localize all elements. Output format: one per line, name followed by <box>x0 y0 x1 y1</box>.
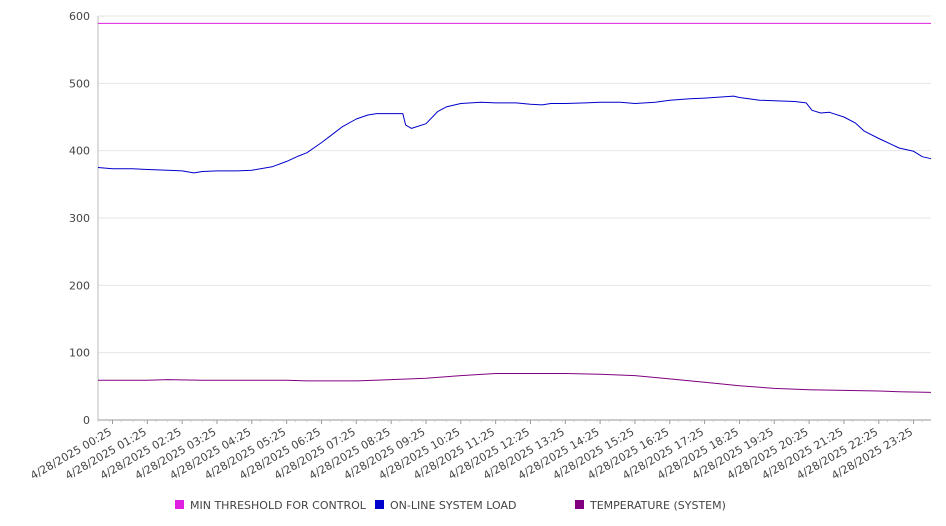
legend-label-min-threshold: MIN THRESHOLD FOR CONTROL <box>190 499 367 512</box>
legend-swatch-min-threshold <box>175 500 184 509</box>
legend-item-min-threshold[interactable]: MIN THRESHOLD FOR CONTROL <box>175 499 367 512</box>
y-tick-label: 0 <box>83 414 90 427</box>
y-tick-label: 600 <box>69 10 90 23</box>
y-tick-label: 100 <box>69 347 90 360</box>
y-axis-ticks: 0 100 200 300 400 500 600 <box>69 10 90 427</box>
y-tick-label: 200 <box>69 279 90 292</box>
y-tick-label: 400 <box>69 145 90 158</box>
legend[interactable]: MIN THRESHOLD FOR CONTROL ON-LINE SYSTEM… <box>175 499 726 512</box>
y-tick-label: 300 <box>69 212 90 225</box>
series-lines <box>97 22 932 393</box>
legend-label-system-load: ON-LINE SYSTEM LOAD <box>390 499 516 512</box>
y-tick-label: 500 <box>69 77 90 90</box>
series-system-load <box>97 95 932 174</box>
x-axis-ticks: 4/28/2025 00:254/28/2025 01:254/28/2025 … <box>28 420 923 482</box>
series-temperature <box>98 373 932 393</box>
gridlines <box>98 15 931 354</box>
legend-swatch-system-load <box>375 500 384 509</box>
legend-swatch-temperature <box>575 500 584 509</box>
legend-item-temperature[interactable]: TEMPERATURE (SYSTEM) <box>575 499 726 512</box>
legend-item-system-load[interactable]: ON-LINE SYSTEM LOAD <box>375 499 516 512</box>
legend-label-temperature: TEMPERATURE (SYSTEM) <box>589 499 726 512</box>
